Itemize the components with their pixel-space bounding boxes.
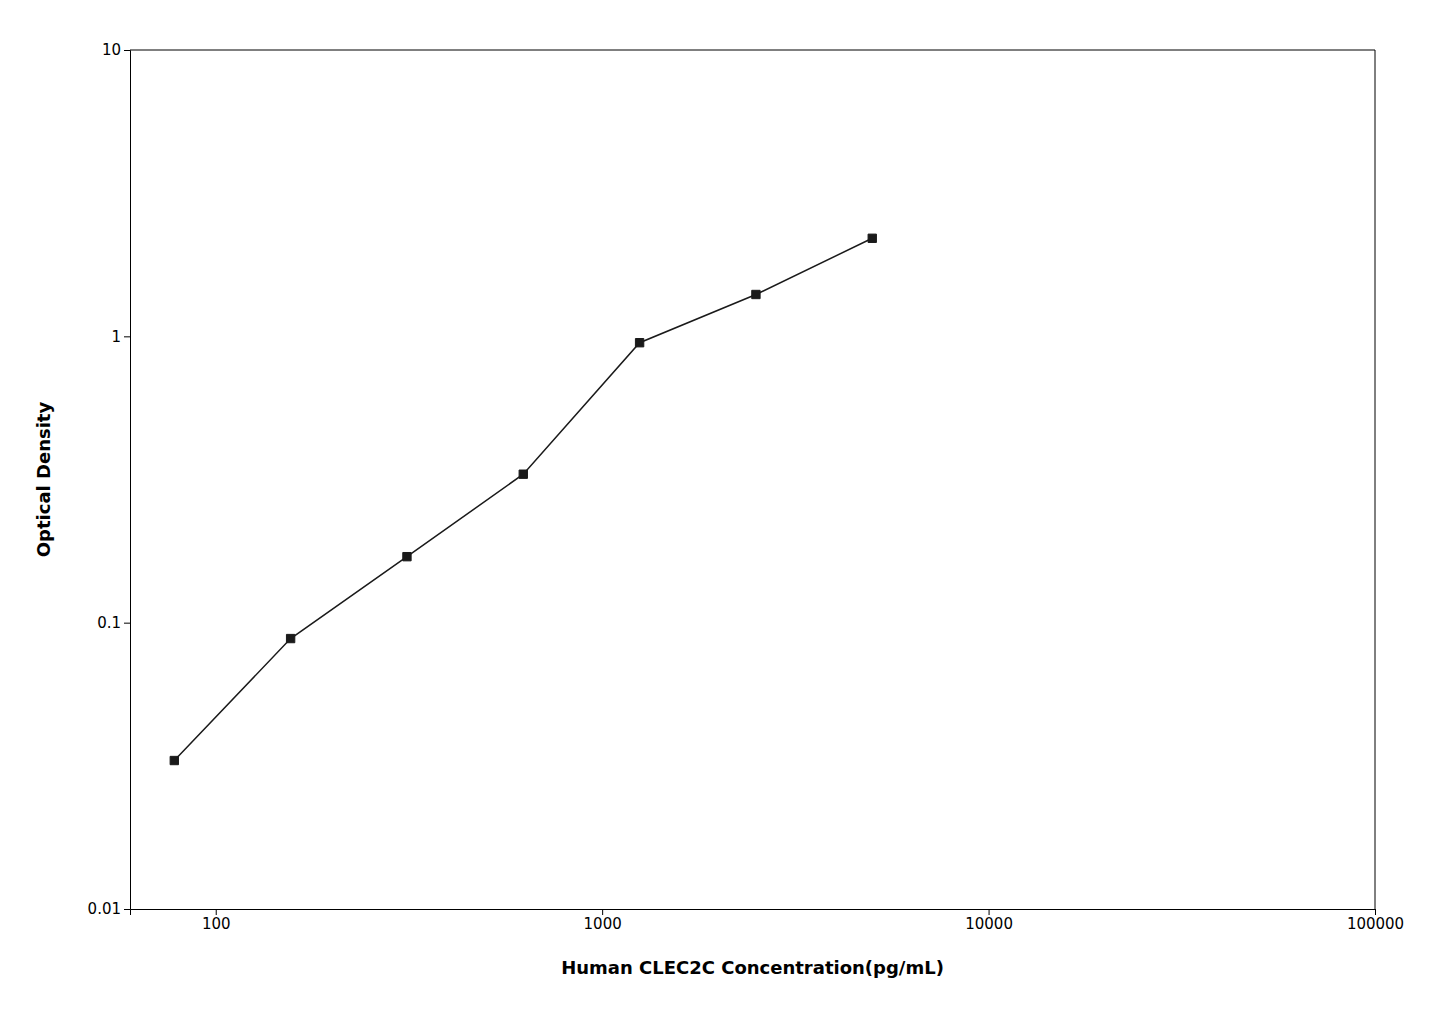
tick: 0.1	[97, 614, 130, 632]
tick: 10000	[965, 909, 1013, 933]
tick-label: 100	[202, 915, 231, 933]
y-axis: 0.01 0.1 1 10	[88, 41, 131, 918]
tick-mark	[124, 623, 130, 624]
tick: 10	[102, 41, 130, 59]
tick-label: 100000	[1347, 915, 1404, 933]
tick: 1000	[584, 909, 622, 933]
plot-area: 100 1000 10000 100000 0.01 0.1 1 10	[88, 41, 1405, 932]
tick-mark	[124, 336, 130, 337]
marker	[868, 234, 876, 242]
tick-mark	[124, 909, 130, 910]
tick: 1	[111, 328, 130, 346]
series	[170, 234, 876, 765]
tick-label: 10	[102, 41, 121, 59]
axis-line	[124, 51, 131, 910]
tick: 100000	[1347, 909, 1404, 933]
tick-mark	[124, 50, 130, 51]
frame-line	[1375, 50, 1376, 909]
x-axis: 100 1000 10000 100000	[131, 909, 1405, 933]
marker	[752, 290, 760, 298]
tick-label: 0.1	[97, 614, 121, 632]
y-axis-title: Optical Density	[33, 402, 54, 558]
axis-line	[131, 910, 1376, 916]
marker	[286, 634, 294, 642]
marker	[403, 552, 411, 560]
chart: 100 1000 10000 100000 0.01 0.1 1 10 Human CLEC2C…	[0, 0, 1445, 1009]
tick: 0.01	[88, 900, 130, 918]
tick: 100	[202, 909, 231, 933]
marker	[635, 339, 643, 347]
line	[174, 238, 872, 760]
marker	[170, 756, 178, 764]
tick-label: 1000	[584, 915, 622, 933]
tick-label: 0.01	[88, 900, 121, 918]
tick-label: 10000	[965, 915, 1013, 933]
x-axis-title: Human CLEC2C Concentration(pg/mL)	[561, 957, 944, 978]
frame-line	[130, 50, 1375, 51]
marker	[519, 470, 527, 478]
tick-label: 1	[111, 328, 121, 346]
